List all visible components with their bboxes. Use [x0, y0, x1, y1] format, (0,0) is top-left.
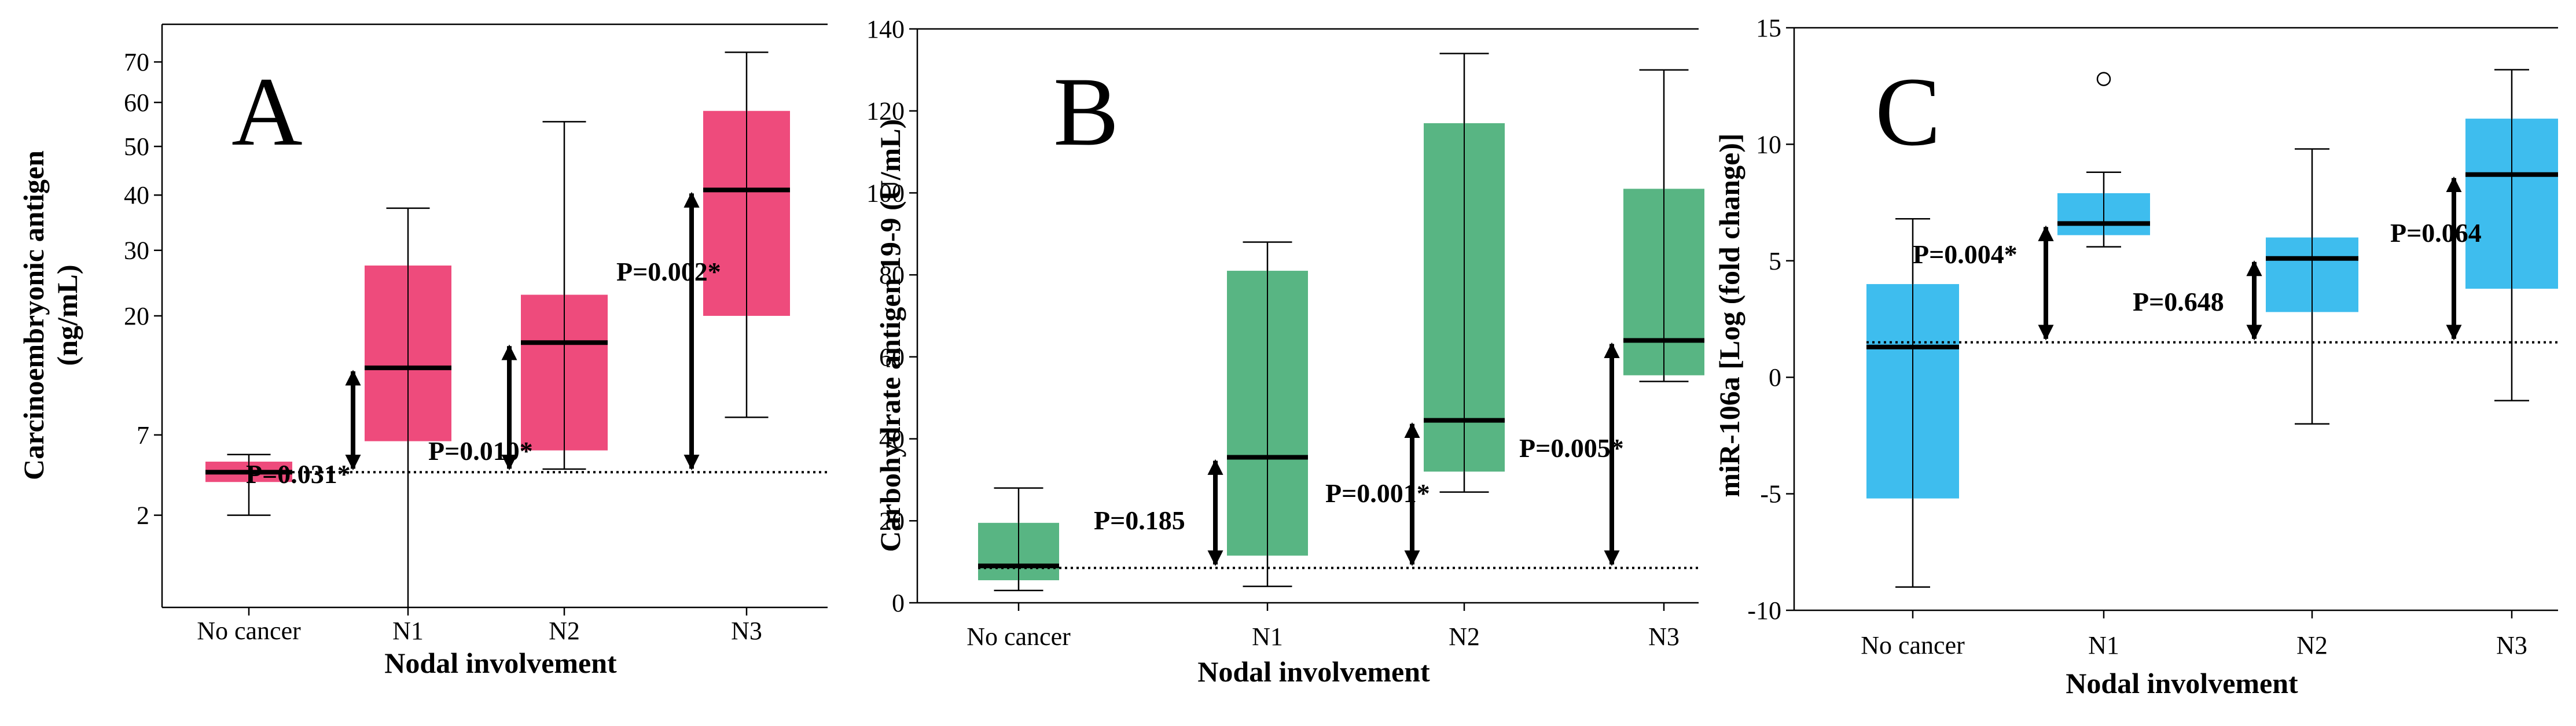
p-value-label: P=0.010*	[428, 436, 533, 466]
x-tick-label: N2	[2296, 631, 2328, 659]
box-plot-n1	[1227, 241, 1308, 587]
y-tick-label: 40	[879, 425, 905, 454]
box-plot-no-cancer	[205, 454, 292, 516]
box-plot-n2	[1424, 53, 1505, 493]
x-axis-title: Nodal involvement	[1197, 655, 1430, 688]
outlier-point	[2096, 72, 2111, 86]
y-tick-label: 70	[124, 48, 149, 76]
box-plot-n1	[2057, 171, 2150, 248]
x-axis-title: Nodal involvement	[384, 647, 617, 679]
x-tick-label: No cancer	[1861, 631, 1965, 659]
y-axis-title-line: (ng/mL)	[51, 265, 83, 366]
x-tick-label: No cancer	[967, 622, 1071, 651]
p-value-label: P=0.648	[2133, 287, 2224, 316]
x-tick-label: N2	[549, 617, 580, 645]
chart-panel-b: 0 20 40 60 80 100 120 140 No cancer N1 N2 N3 Nodal i…	[866, 15, 1704, 688]
x-tick-label: N1	[2088, 631, 2119, 659]
p-value-label: P=0.002*	[616, 257, 721, 286]
y-axis-title-line: Carcinoembryonic antigen	[17, 150, 50, 480]
y-axis-title: Carbohydrate antigen 19-9 (U/mL)	[874, 119, 906, 552]
x-tick-label: No cancer	[197, 617, 301, 645]
box-plot-n2	[2266, 148, 2358, 425]
box-plot-n1	[365, 207, 451, 607]
y-tick-label: 5	[1769, 247, 1781, 275]
y-axis-title: Carcinoembryonic antigen(ng/mL)	[17, 150, 83, 480]
x-tick-label: N2	[1449, 622, 1480, 651]
p-value-label: P=0.004*	[1913, 239, 2018, 269]
y-tick-label: 7	[137, 421, 149, 449]
y-tick-label: 140	[866, 15, 905, 43]
y-tick-label: 0	[892, 589, 905, 617]
x-axis-title: Nodal involvement	[2066, 667, 2298, 699]
chart-panel-c: -10 -5 0 5 10 15 No cancer N1 N2 N3 Nodal involvem…	[1713, 14, 2558, 699]
y-tick-label: 30	[124, 237, 149, 265]
y-tick-label: 50	[124, 132, 149, 161]
box-plot-no-cancer	[978, 487, 1059, 591]
box-plot-n3	[2465, 69, 2558, 401]
p-value-label: P=0.185	[1094, 506, 1185, 535]
y-tick-label: 10	[1756, 130, 1781, 159]
y-tick-label: 40	[124, 181, 149, 209]
y-tick-label: 60	[879, 343, 905, 371]
box-plot-no-cancer	[1866, 218, 1959, 588]
x-tick-label: N3	[731, 617, 762, 645]
x-tick-label: N3	[2496, 631, 2527, 659]
y-tick-label: 20	[124, 302, 149, 330]
y-tick-label: 60	[124, 89, 149, 117]
p-value-label: P=0.031*	[246, 459, 351, 489]
panel-letter: C	[1875, 57, 1941, 166]
y-tick-label: 100	[866, 179, 905, 207]
p-value-label: P=0.064	[2390, 218, 2482, 248]
p-value-label: P=0.005*	[1519, 433, 1624, 463]
y-axis-title: miR-106a [Log (fold change)]	[1713, 133, 1745, 497]
box-plot-n2	[521, 121, 608, 470]
x-tick-label: N1	[392, 617, 424, 645]
y-axis-title-line: Carbohydrate antigen 19-9 (U/mL)	[874, 119, 906, 552]
y-tick-label: -5	[1760, 480, 1781, 508]
box-plot-n3	[703, 51, 790, 418]
panel-letter: A	[231, 57, 303, 166]
y-tick-label: 15	[1756, 14, 1781, 42]
y-tick-label: 80	[879, 261, 905, 289]
y-axis-title-line: miR-106a [Log (fold change)]	[1713, 133, 1745, 497]
y-tick-label: -10	[1747, 596, 1781, 625]
panel-letter: B	[1053, 57, 1119, 166]
box-plot-n3	[1623, 69, 1704, 382]
y-tick-label: 20	[879, 507, 905, 535]
x-tick-label: N1	[1252, 622, 1283, 651]
p-value-label: P=0.001*	[1325, 478, 1430, 508]
chart-panel-a: 2 7 20 30 40 50 60 70 No cancer N1 N2 N3 Nodal invol…	[17, 23, 828, 679]
y-tick-label: 0	[1769, 363, 1781, 392]
x-tick-label: N3	[1648, 622, 1680, 651]
y-tick-label: 120	[866, 97, 905, 126]
y-tick-label: 2	[137, 502, 149, 530]
